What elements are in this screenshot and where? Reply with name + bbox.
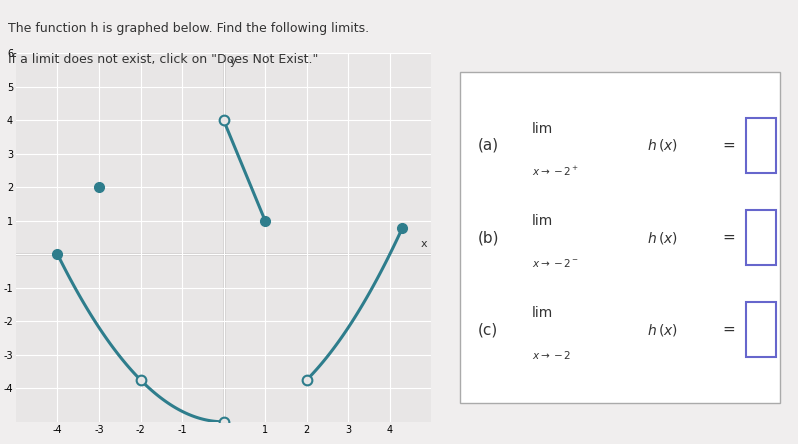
Text: (b): (b) [477,230,499,245]
Text: =: = [722,230,735,245]
Text: (c): (c) [477,322,498,337]
Text: If a limit does not exist, click on "Does Not Exist.": If a limit does not exist, click on "Doe… [8,53,318,66]
Text: The function h is graphed below. Find the following limits.: The function h is graphed below. Find th… [8,22,369,35]
FancyBboxPatch shape [460,72,780,403]
Text: lim: lim [531,306,553,320]
FancyBboxPatch shape [746,302,776,357]
Text: $x \rightarrow -2^-$: $x \rightarrow -2^-$ [531,258,579,270]
Text: lim: lim [531,214,553,228]
FancyBboxPatch shape [746,210,776,265]
Text: $h\,(x)$: $h\,(x)$ [647,137,678,154]
Text: y: y [230,57,236,67]
Text: (a): (a) [477,138,499,153]
FancyBboxPatch shape [746,118,776,173]
Text: lim: lim [531,122,553,136]
Text: $x \rightarrow -2$: $x \rightarrow -2$ [531,349,571,361]
Text: $h\,(x)$: $h\,(x)$ [647,230,678,246]
Text: =: = [722,322,735,337]
Text: $x \rightarrow -2^+$: $x \rightarrow -2^+$ [531,165,579,178]
Text: =: = [722,138,735,153]
Text: $h\,(x)$: $h\,(x)$ [647,321,678,338]
Text: x: x [421,239,427,249]
